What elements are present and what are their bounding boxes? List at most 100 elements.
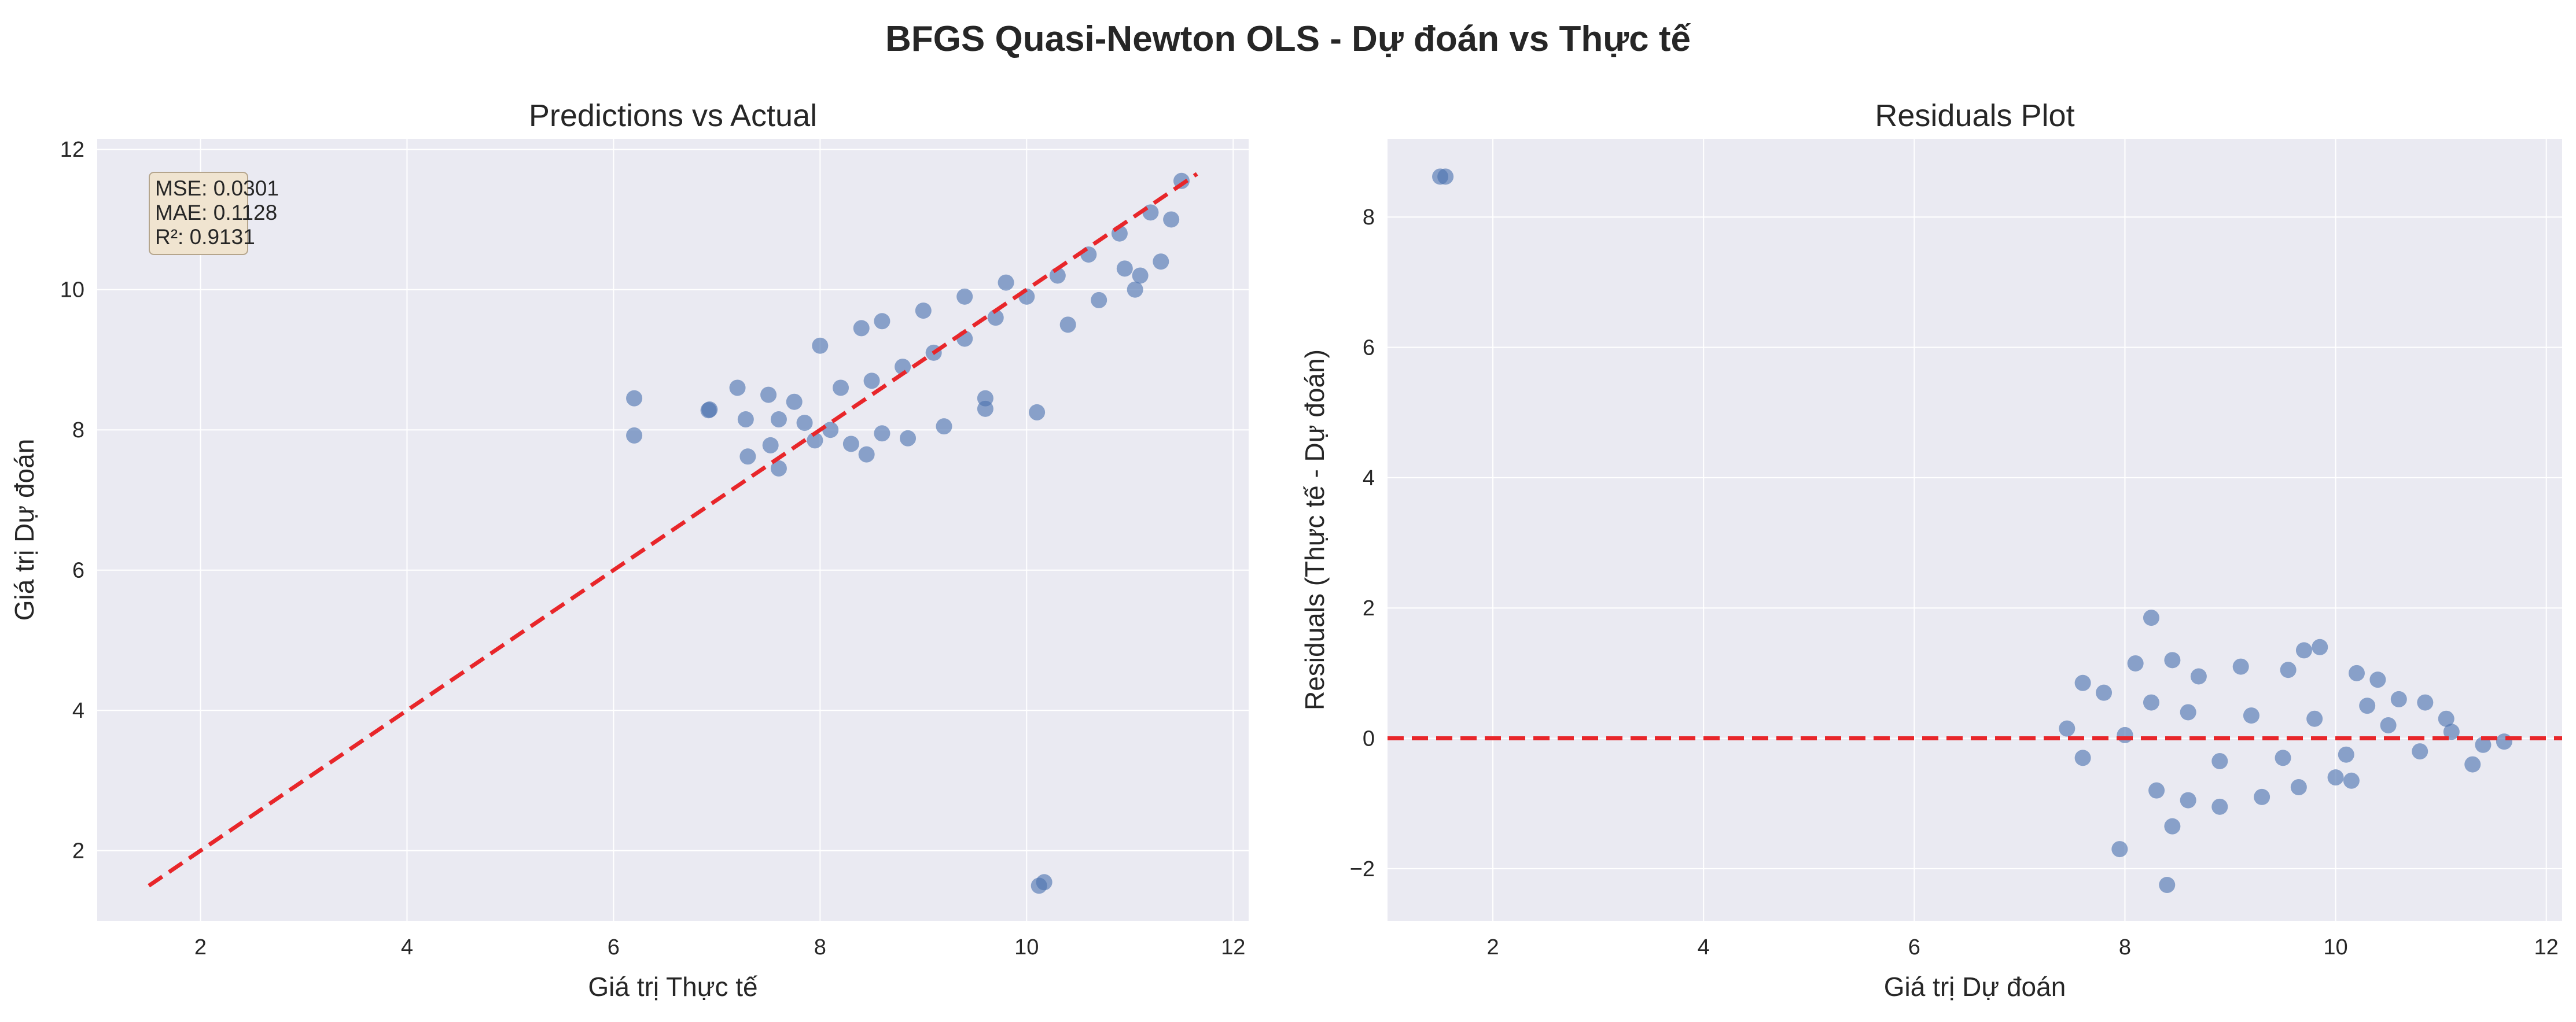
data-point	[796, 415, 813, 431]
data-point	[2190, 668, 2207, 685]
data-point	[915, 302, 932, 319]
data-point	[2343, 772, 2360, 789]
data-point	[626, 427, 643, 444]
data-point	[2443, 724, 2460, 740]
data-point	[1437, 168, 1454, 185]
y-tick-label: 12	[60, 138, 84, 162]
data-point	[2164, 652, 2181, 669]
data-point	[2390, 691, 2407, 707]
data-point	[770, 460, 787, 477]
chart-title: Residuals Plot	[1875, 98, 2074, 133]
residuals-plot-area	[1388, 139, 2562, 921]
data-point	[1153, 253, 1169, 270]
data-point	[2280, 662, 2297, 678]
x-tick-label: 8	[814, 935, 826, 960]
data-point	[1059, 316, 1076, 333]
data-point	[2295, 642, 2312, 659]
data-point	[874, 425, 890, 442]
data-point	[874, 313, 890, 330]
data-point	[2127, 655, 2144, 672]
y-axis-label: Giá trị Dự đoán	[9, 439, 39, 621]
data-point	[2232, 658, 2249, 675]
x-tick-label: 12	[1221, 935, 1245, 960]
x-tick-label: 2	[194, 935, 207, 960]
data-point	[1036, 874, 1053, 891]
data-point	[2327, 769, 2344, 786]
stats-line: MAE: 0.1128	[155, 201, 277, 224]
y-tick-label: 0	[1363, 727, 1375, 751]
data-point	[822, 422, 839, 438]
y-tick-label: 10	[60, 278, 84, 302]
perfect-prediction-line	[148, 172, 1198, 888]
data-point	[2338, 746, 2354, 763]
data-point	[1142, 204, 1159, 221]
y-tick-label: 6	[1363, 336, 1375, 360]
data-point	[739, 448, 756, 465]
data-point	[1116, 260, 1133, 277]
data-point	[1132, 267, 1149, 284]
x-tick-label: 4	[401, 935, 413, 960]
data-point	[762, 437, 779, 453]
y-tick-label: 4	[1363, 466, 1375, 490]
stats-box	[149, 172, 248, 255]
data-point	[2159, 877, 2176, 894]
data-point	[2348, 665, 2365, 681]
data-point	[786, 393, 803, 410]
y-tick-label: −2	[1350, 857, 1375, 881]
data-point	[2369, 672, 2386, 688]
data-point	[998, 274, 1014, 291]
x-tick-label: 10	[1014, 935, 1039, 960]
data-point	[2096, 684, 2113, 701]
x-tick-label: 6	[1908, 935, 1920, 960]
y-tick-label: 2	[1363, 596, 1375, 621]
x-tick-label: 12	[2534, 935, 2559, 960]
data-point	[900, 430, 917, 447]
data-point	[2143, 694, 2159, 711]
y-tick-label: 4	[72, 699, 84, 723]
data-point	[2143, 610, 2159, 626]
data-point	[2464, 756, 2481, 773]
data-point	[1080, 246, 1097, 263]
data-point	[1127, 281, 1143, 298]
data-point	[2117, 726, 2133, 743]
x-axis-label: Giá trị Thực tế	[588, 972, 757, 1002]
data-point	[833, 379, 849, 396]
data-point	[2180, 792, 2196, 809]
data-point	[812, 337, 829, 354]
data-point	[770, 411, 787, 428]
data-point	[2211, 752, 2228, 769]
x-tick-label: 8	[2119, 935, 2131, 960]
data-point	[1163, 211, 1180, 228]
data-point	[2074, 750, 2091, 766]
data-point	[987, 309, 1004, 326]
data-point	[2438, 710, 2454, 727]
x-tick-label: 10	[2323, 935, 2347, 960]
data-point	[2496, 733, 2512, 750]
stats-line: R²: 0.9131	[155, 225, 255, 249]
x-tick-label: 2	[1486, 935, 1499, 960]
data-point	[2148, 782, 2165, 799]
data-point	[2059, 720, 2075, 737]
data-point	[807, 432, 823, 449]
x-tick-label: 6	[608, 935, 620, 960]
data-point	[977, 390, 993, 407]
data-point	[2111, 841, 2128, 858]
data-point	[842, 436, 859, 452]
y-tick-label: 8	[72, 418, 84, 442]
data-point	[626, 390, 643, 407]
data-point	[2290, 779, 2307, 796]
data-point	[2211, 798, 2228, 815]
data-point	[2380, 717, 2397, 733]
data-point	[760, 386, 777, 403]
data-point	[2254, 788, 2270, 805]
data-point	[2417, 694, 2434, 711]
data-point	[2243, 707, 2259, 724]
data-point	[1029, 404, 1046, 420]
data-point	[2180, 704, 2196, 721]
data-point	[2275, 750, 2291, 766]
y-axis-label: Residuals (Thực tế - Dự đoán)	[1300, 349, 1330, 710]
data-point	[895, 359, 911, 375]
data-point	[2074, 674, 2091, 691]
